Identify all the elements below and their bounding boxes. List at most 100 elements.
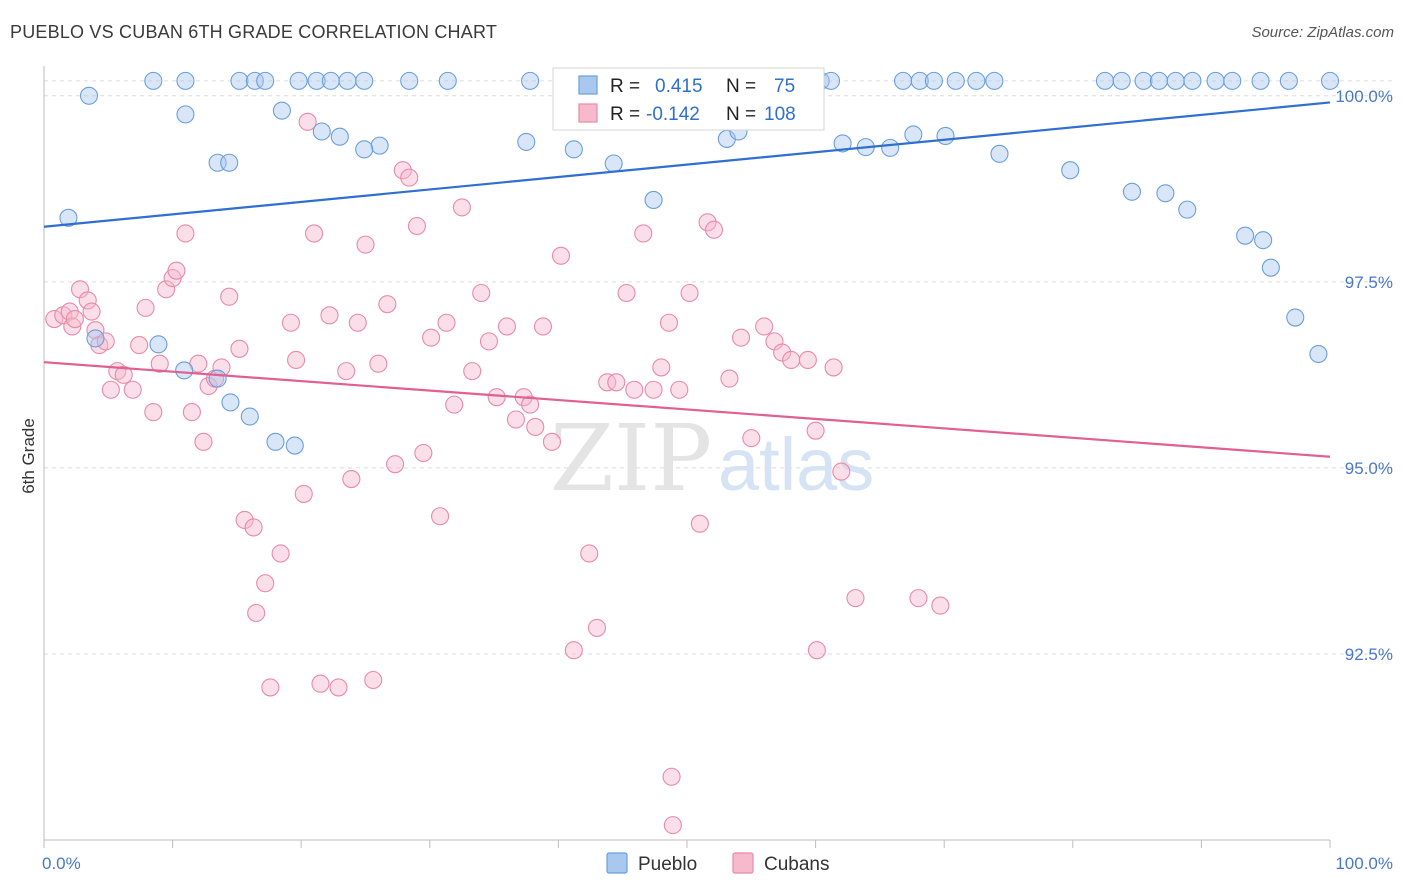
legend-label-pueblo: Pueblo [638,854,697,875]
pueblo-point [1166,71,1185,90]
cubans-point [659,313,679,332]
pueblo-point [59,208,78,227]
cubans-point [65,309,84,329]
cubans-point [176,224,195,243]
pueblo-point [1279,71,1298,90]
pueblo-point [330,127,349,146]
pueblo-point [910,71,929,90]
cubans-point [96,332,115,351]
pueblo-point [521,71,540,90]
pueblo-point [221,393,240,412]
pueblo-point [285,436,304,455]
y-tick-labels: 100.0% 97.5% 95.0% 92.5% [1335,87,1393,664]
pueblo-point [1112,71,1131,90]
cubans-point [230,339,249,358]
pueblo-point [312,122,331,141]
cubans-point [271,544,290,563]
cubans-point [663,816,682,835]
cubans-point [157,280,176,299]
legend-label-cubans: Cubans [764,854,830,875]
pueblo-point [176,71,195,90]
cubans-point [755,317,774,336]
cubans-point [521,395,540,414]
pueblo-point [924,71,943,90]
cubans-point [431,507,450,526]
cubans-point [437,313,456,332]
pueblo-point [1251,71,1270,90]
pueblo-point [833,134,852,153]
cubans-point [298,112,317,131]
cubans-point [807,641,826,660]
cubans-point [261,678,280,697]
pueblo-point [1061,161,1080,180]
cubans-point [445,395,464,414]
cubans-point [329,678,348,697]
source-note: Source: ZipAtlas.com [1251,24,1394,41]
cubans-point [199,376,218,396]
pueblo-point [438,71,457,90]
cubans-point [369,354,388,373]
cubans-point [832,462,851,481]
cubans-point [731,328,751,347]
cubans-point [256,574,275,593]
cubans-point [909,589,928,608]
pueblo-point [272,101,291,120]
cubans-point [235,510,254,530]
cubans-point [551,246,571,265]
y-tick-label: 95.0% [1345,459,1393,478]
pueblo-point [564,140,583,159]
cubans-point [704,220,724,239]
pueblo-point [1254,231,1273,250]
cubans-point [63,317,82,336]
pueblo-point [355,71,374,90]
cubans-point [182,403,201,422]
pueblo-point [904,125,923,144]
cubans-point [479,332,499,351]
pueblo-point [175,361,194,380]
series-pueblo [59,71,1340,455]
cubans-point [506,410,526,429]
x-tick-label-max: 100.0% [1335,854,1393,873]
pueblo-point [208,369,227,388]
stats-box: R = 0.415 N = 75 R = -0.142 N = 108 [552,67,825,131]
pueblo-point [307,71,326,90]
pueblo-point [79,86,99,105]
cubans-point [497,317,517,336]
pueblo-point [644,190,663,210]
cubans-point [378,295,397,314]
pueblo-point [400,71,419,90]
series-cubans [45,112,950,835]
cubans-point [244,518,263,537]
cubans-point [798,350,817,370]
pueblo-point [1183,71,1202,90]
pueblo-point [985,71,1004,90]
pueblo-trend-line [43,101,1331,228]
pueblo-point [1261,258,1280,277]
pueblo-point [1149,71,1169,90]
cubans-point [167,261,186,280]
watermark-zip: ZIP [550,405,712,512]
pueblo-point [321,71,340,90]
y-tick-label: 92.5% [1345,645,1393,664]
pueblo-point [821,71,841,90]
pueblo-point [176,105,195,124]
cubans-point [247,603,266,623]
pueblo-point [338,71,357,90]
pueblo-point [144,71,163,90]
cubans-n-value: 108 [764,104,796,125]
y-tick-label: 100.0% [1335,87,1393,106]
cubans-point [82,302,101,321]
cubans-point [846,589,865,608]
cubans-point [580,544,599,563]
pueblo-point [936,126,955,146]
pueblo-point [220,153,239,172]
cubans-point [342,469,361,489]
cubans-point [652,358,671,377]
pueblo-point [370,136,389,155]
cubans-point [356,235,375,254]
pueblo-point [1320,71,1340,90]
cubans-point [690,514,709,533]
watermark: ZIP atlas [550,405,874,512]
cubans-point [305,224,324,243]
cubans-point [452,198,472,217]
